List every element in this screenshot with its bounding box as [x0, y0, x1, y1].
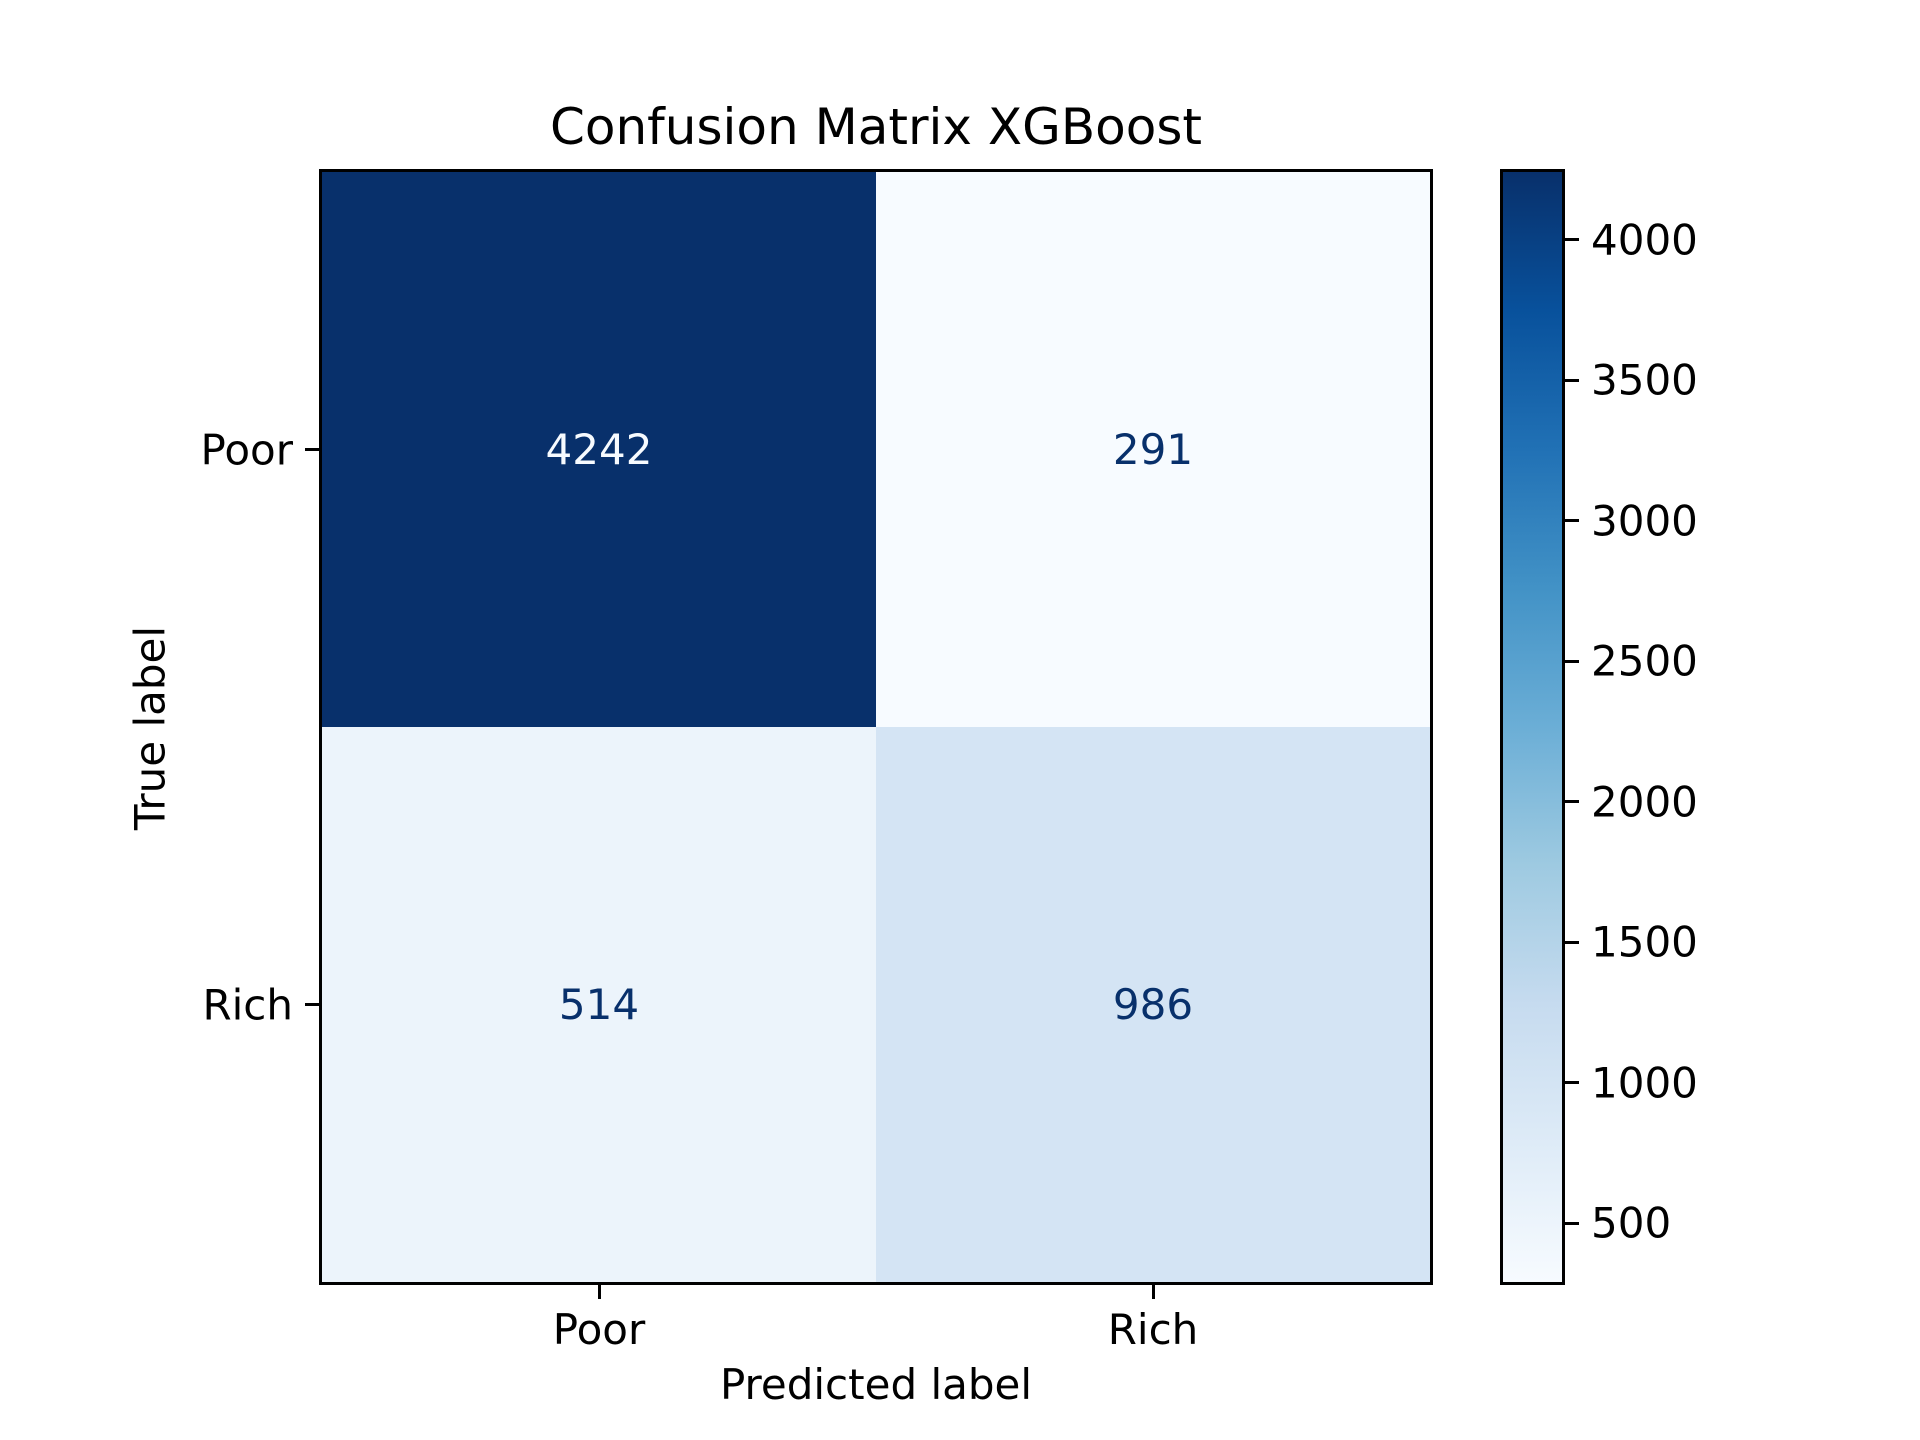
colorbar-tick-label-3500: 3500: [1591, 355, 1698, 405]
x-tick-mark: [1151, 1285, 1155, 1299]
colorbar-tick-mark: [1565, 940, 1579, 944]
chart-title: Confusion Matrix XGBoost: [549, 98, 1203, 156]
x-tick-label-poor: Poor: [552, 1305, 646, 1354]
x-axis-label: Predicted label: [719, 1360, 1033, 1409]
y-tick-mark: [305, 1003, 319, 1006]
y-tick-label-poor: Poor: [200, 425, 294, 474]
colorbar-tick-label-2500: 2500: [1591, 636, 1698, 686]
colorbar-tick-label-2000: 2000: [1591, 777, 1698, 827]
matrix-cell-true-poor-pred-rich: 291: [876, 172, 1430, 727]
confusion-matrix-plot: 4242 291 514 986: [319, 169, 1433, 1285]
colorbar-tick-mark: [1565, 1081, 1579, 1085]
colorbar-tick-label-1000: 1000: [1591, 1058, 1698, 1108]
colorbar-tick-label-1500: 1500: [1591, 917, 1698, 967]
colorbar-tick-label-4000: 4000: [1591, 215, 1698, 265]
y-tick-label-rich: Rich: [202, 980, 293, 1029]
colorbar: [1500, 169, 1565, 1285]
x-tick-mark: [597, 1285, 601, 1299]
colorbar-tick-label-500: 500: [1591, 1198, 1672, 1248]
colorbar-tick-mark: [1565, 238, 1579, 242]
matrix-cell-true-poor-pred-poor: 4242: [322, 172, 876, 727]
x-tick-label-rich: Rich: [1107, 1305, 1199, 1354]
y-tick-mark: [305, 448, 319, 451]
colorbar-tick-mark: [1565, 378, 1579, 382]
matrix-cell-true-rich-pred-rich: 986: [876, 727, 1430, 1282]
matrix-cell-true-rich-pred-poor: 514: [322, 727, 876, 1282]
colorbar-tick-mark: [1565, 1221, 1579, 1225]
colorbar-tick-label-3000: 3000: [1591, 496, 1698, 546]
y-axis-label: True label: [125, 625, 175, 831]
colorbar-tick-mark: [1565, 659, 1579, 663]
colorbar-tick-mark: [1565, 800, 1579, 804]
colorbar-tick-mark: [1565, 519, 1579, 523]
